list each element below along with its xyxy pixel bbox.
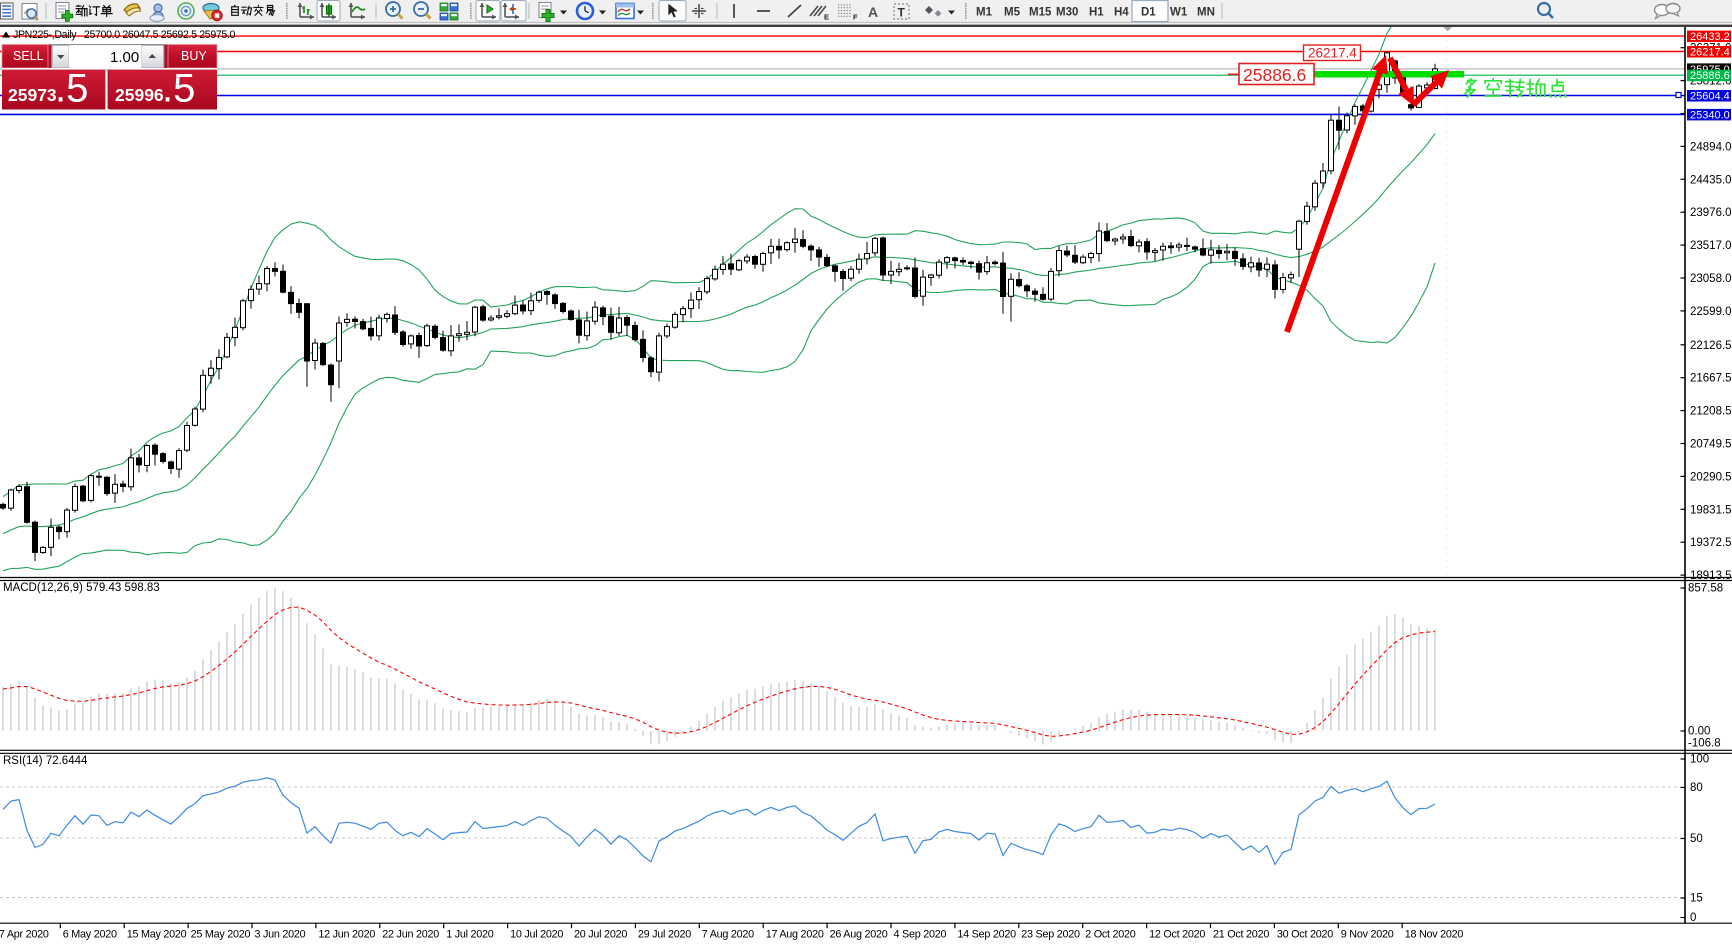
svg-text:-106.8: -106.8 bbox=[1688, 738, 1721, 750]
svg-text:23517.0: 23517.0 bbox=[1690, 240, 1732, 252]
svg-text:M5: M5 bbox=[1004, 7, 1021, 19]
svg-text:26217.4: 26217.4 bbox=[1308, 46, 1357, 61]
svg-text:23 Sep 2020: 23 Sep 2020 bbox=[1021, 929, 1080, 941]
svg-text:12 Oct 2020: 12 Oct 2020 bbox=[1149, 929, 1205, 941]
svg-text:F: F bbox=[853, 13, 858, 22]
svg-text:23058.0: 23058.0 bbox=[1690, 273, 1732, 285]
svg-text:24894.0: 24894.0 bbox=[1690, 141, 1732, 153]
svg-text:E: E bbox=[824, 13, 829, 22]
svg-text:20 Jul 2020: 20 Jul 2020 bbox=[574, 929, 627, 941]
svg-text:21667.5: 21667.5 bbox=[1690, 373, 1732, 385]
svg-text:M15: M15 bbox=[1029, 7, 1052, 19]
svg-text:20749.5: 20749.5 bbox=[1690, 439, 1732, 451]
svg-text:10 Jul 2020: 10 Jul 2020 bbox=[510, 929, 563, 941]
svg-text:M30: M30 bbox=[1056, 7, 1078, 19]
svg-text:26433.2: 26433.2 bbox=[1690, 31, 1730, 43]
svg-text:.5: .5 bbox=[55, 67, 88, 111]
svg-text:18 Nov 2020: 18 Nov 2020 bbox=[1405, 929, 1464, 941]
svg-text:14 Sep 2020: 14 Sep 2020 bbox=[957, 929, 1016, 941]
svg-text:29 Jul 2020: 29 Jul 2020 bbox=[638, 929, 691, 941]
svg-text:3 Jun 2020: 3 Jun 2020 bbox=[255, 929, 306, 941]
svg-text:22599.0: 22599.0 bbox=[1690, 306, 1732, 318]
svg-text:12 Jun 2020: 12 Jun 2020 bbox=[318, 929, 375, 941]
svg-text:MN: MN bbox=[1197, 7, 1215, 19]
svg-text:0.00: 0.00 bbox=[1688, 726, 1710, 738]
svg-text:15 May 2020: 15 May 2020 bbox=[127, 929, 187, 941]
svg-text:21 Oct 2020: 21 Oct 2020 bbox=[1213, 929, 1269, 941]
svg-text:50: 50 bbox=[1690, 833, 1703, 845]
svg-text:20290.5: 20290.5 bbox=[1690, 471, 1732, 483]
svg-text:BUY: BUY bbox=[181, 49, 207, 63]
svg-text:30 Oct 2020: 30 Oct 2020 bbox=[1277, 929, 1333, 941]
svg-text:2 Oct 2020: 2 Oct 2020 bbox=[1085, 929, 1136, 941]
svg-text:JPN225-,Daily 25700.0 26047.: JPN225-,Daily 25700.0 26047.5 25692.5 25… bbox=[13, 29, 236, 41]
svg-text:80: 80 bbox=[1690, 782, 1703, 794]
svg-text:25 May 2020: 25 May 2020 bbox=[191, 929, 251, 941]
svg-text:25340.0: 25340.0 bbox=[1690, 109, 1730, 121]
svg-text:25886.6: 25886.6 bbox=[1690, 70, 1730, 82]
svg-text:7 Aug 2020: 7 Aug 2020 bbox=[702, 929, 754, 941]
svg-text:7 Apr 2020: 7 Apr 2020 bbox=[0, 929, 49, 941]
svg-text:15: 15 bbox=[1690, 893, 1703, 905]
svg-text:21208.5: 21208.5 bbox=[1690, 406, 1732, 418]
svg-text:25604.4: 25604.4 bbox=[1690, 91, 1730, 103]
svg-text:23976.0: 23976.0 bbox=[1690, 207, 1732, 219]
svg-text:100: 100 bbox=[1690, 754, 1709, 766]
svg-text:1.00: 1.00 bbox=[110, 49, 139, 66]
svg-text:0: 0 bbox=[1690, 912, 1696, 924]
svg-text:1 Jul 2020: 1 Jul 2020 bbox=[446, 929, 494, 941]
svg-text:25996: 25996 bbox=[115, 85, 164, 105]
svg-text:24435.0: 24435.0 bbox=[1690, 174, 1732, 186]
svg-text:M1: M1 bbox=[976, 7, 993, 19]
svg-text:22 Jun 2020: 22 Jun 2020 bbox=[382, 929, 439, 941]
svg-text:W1: W1 bbox=[1170, 7, 1188, 19]
svg-text:.5: .5 bbox=[162, 67, 195, 111]
svg-text:25973: 25973 bbox=[8, 85, 57, 105]
svg-text:H4: H4 bbox=[1114, 7, 1129, 19]
svg-text:MACD(12,26,9) 579.43 598.83: MACD(12,26,9) 579.43 598.83 bbox=[3, 582, 160, 594]
svg-text:22126.5: 22126.5 bbox=[1690, 340, 1732, 352]
svg-text:D1: D1 bbox=[1141, 7, 1156, 19]
svg-text:19372.5: 19372.5 bbox=[1690, 537, 1732, 549]
svg-text:RSI(14) 72.6444: RSI(14) 72.6444 bbox=[3, 755, 88, 767]
svg-text:19831.5: 19831.5 bbox=[1690, 504, 1732, 516]
svg-text:T: T bbox=[898, 6, 906, 20]
svg-text:17 Aug 2020: 17 Aug 2020 bbox=[766, 929, 824, 941]
svg-text:857.58: 857.58 bbox=[1688, 583, 1723, 595]
svg-text:26 Aug 2020: 26 Aug 2020 bbox=[830, 929, 888, 941]
svg-text:A: A bbox=[868, 4, 878, 20]
svg-text:SELL: SELL bbox=[13, 49, 44, 63]
svg-text:9 Nov 2020: 9 Nov 2020 bbox=[1341, 929, 1394, 941]
svg-text:25886.6: 25886.6 bbox=[1243, 65, 1306, 85]
svg-text:4 Sep 2020: 4 Sep 2020 bbox=[894, 929, 947, 941]
svg-text:H1: H1 bbox=[1089, 7, 1104, 19]
svg-text:6 May 2020: 6 May 2020 bbox=[63, 929, 117, 941]
svg-text:26217.4: 26217.4 bbox=[1690, 47, 1730, 59]
